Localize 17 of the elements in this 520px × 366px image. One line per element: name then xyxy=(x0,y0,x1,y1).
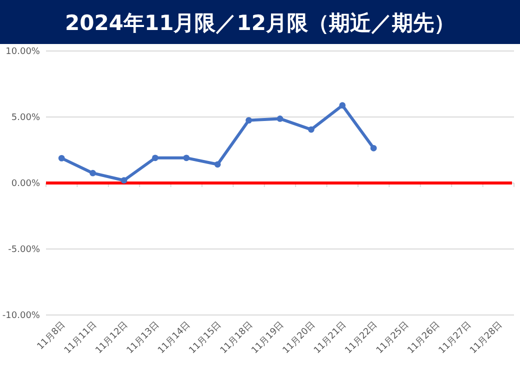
point xyxy=(339,102,346,109)
point xyxy=(90,170,96,176)
y-tick-label: -5.00% xyxy=(8,245,40,255)
point xyxy=(58,154,65,162)
point xyxy=(308,126,314,133)
point xyxy=(120,177,128,184)
point xyxy=(246,117,252,124)
point xyxy=(214,161,221,168)
y-tick-label: 0.00% xyxy=(11,179,40,189)
point xyxy=(276,116,284,122)
chart-title: 2024年11月限／12月限（期近／期先） xyxy=(65,11,455,35)
y-tick-label: -10.00% xyxy=(2,311,40,321)
point xyxy=(152,154,158,162)
point xyxy=(183,154,190,162)
point xyxy=(370,144,377,152)
y-tick-label: 10.00% xyxy=(6,47,40,57)
y-tick-label: 5.00% xyxy=(11,113,40,123)
